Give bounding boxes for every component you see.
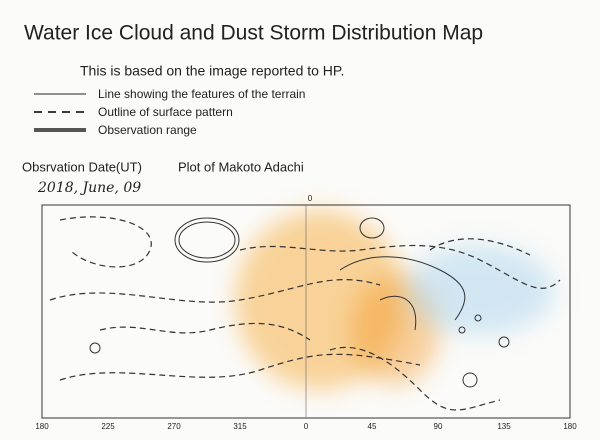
- longitude-label: 0: [304, 422, 309, 431]
- longitude-label: 180: [563, 422, 577, 431]
- terrain-features: [89, 217, 510, 388]
- longitude-labels: 180 225 270 315 0 45 90 135 180: [35, 422, 577, 431]
- date-label: Obsrvation Date(UT): [22, 159, 142, 174]
- longitude-label: 45: [368, 422, 377, 431]
- surface-pattern: [49, 216, 561, 411]
- subtitle: This is based on the image reported to H…: [80, 63, 344, 79]
- legend-text: Observation range: [98, 123, 197, 137]
- longitude-label: 315: [233, 422, 247, 431]
- longitude-label: 90: [434, 422, 443, 431]
- longitude-label: 135: [497, 422, 511, 431]
- longitude-label: 180: [35, 422, 49, 431]
- map: [41, 204, 571, 419]
- date: 2018, June, 09: [37, 180, 141, 196]
- title: Water Ice Cloud and Dust Storm Distribut…: [24, 22, 483, 45]
- observer: Plot of Makoto Adachi: [178, 159, 304, 174]
- ice-cloud-area: [405, 245, 555, 335]
- legend-text: Line showing the features of the terrain: [98, 87, 305, 101]
- top-label: 0: [308, 194, 313, 203]
- longitude-label: 270: [167, 422, 181, 431]
- longitude-label: 225: [101, 422, 115, 431]
- legend-text: Outline of surface pattern: [98, 105, 233, 119]
